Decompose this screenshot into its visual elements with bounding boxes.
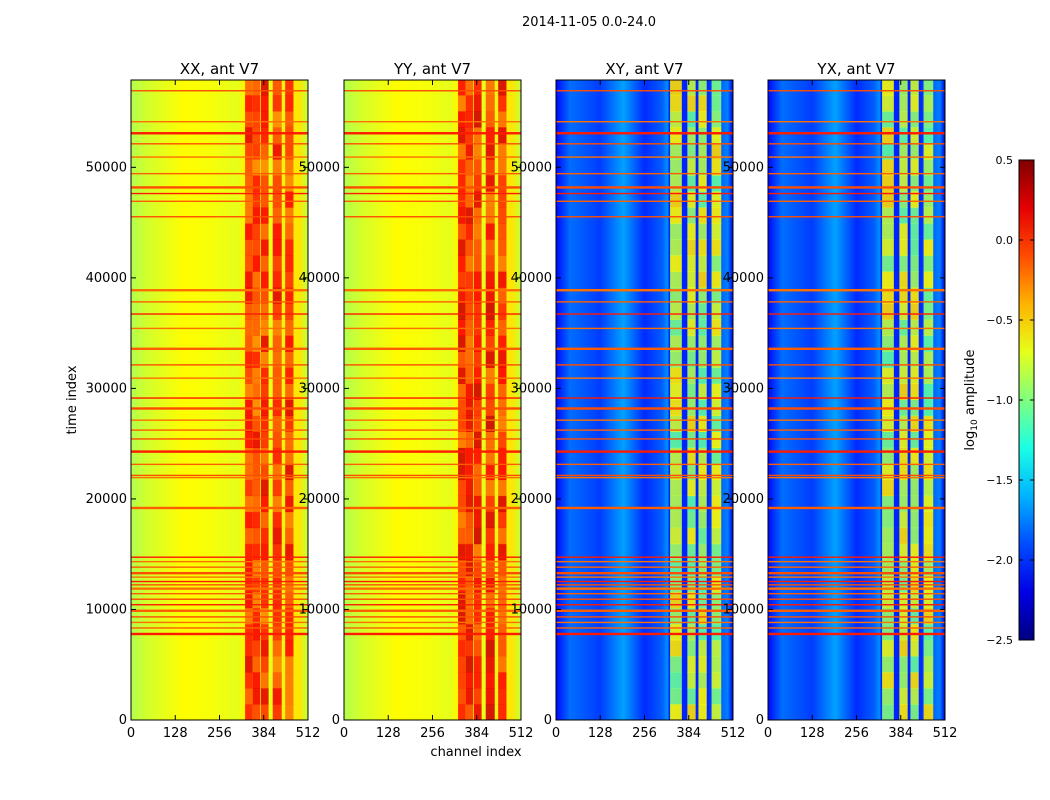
colorbar-tick-label: −2.0 bbox=[986, 554, 1013, 567]
y-tick-label: 50000 bbox=[511, 160, 552, 175]
y-tick-label: 20000 bbox=[86, 492, 127, 507]
y-tick-label: 10000 bbox=[86, 602, 127, 617]
x-tick-label: 512 bbox=[509, 726, 534, 741]
y-tick-label: 0 bbox=[332, 713, 340, 728]
x-tick-label: 384 bbox=[464, 726, 489, 741]
panel-yx: YX, ant V7 0 128 256 384 512 0 10000 20000 30000 4… bbox=[723, 60, 958, 741]
y-tick-label: 50000 bbox=[86, 160, 127, 175]
x-tick-label: 0 bbox=[552, 726, 560, 741]
panel-title: YX, ant V7 bbox=[816, 60, 895, 78]
x-tick-label: 256 bbox=[844, 726, 869, 741]
y-tick-label: 30000 bbox=[86, 381, 127, 396]
x-tick-label: 512 bbox=[933, 726, 958, 741]
panel-title: YY, ant V7 bbox=[393, 60, 471, 78]
x-tick-label: 256 bbox=[632, 726, 657, 741]
y-tick-label: 50000 bbox=[723, 160, 764, 175]
x-tick-label: 256 bbox=[207, 726, 232, 741]
x-tick-label: 128 bbox=[800, 726, 825, 741]
panel-title: XY, ant V7 bbox=[605, 60, 683, 78]
x-tick-label: 128 bbox=[376, 726, 401, 741]
panel-yy: YY, ant V7 0 128 256 384 512 0 10000 20000 30000 4… bbox=[299, 60, 534, 741]
panel-xy: XY, ant V7 0 128 256 384 512 0 10000 20000 30000 4… bbox=[511, 60, 746, 741]
colorbar-tick-label: −0.5 bbox=[986, 314, 1013, 327]
y-tick-label: 40000 bbox=[723, 271, 764, 286]
x-tick-label: 128 bbox=[163, 726, 188, 741]
y-tick-label: 0 bbox=[544, 713, 552, 728]
y-tick-label: 40000 bbox=[86, 271, 127, 286]
x-tick-label: 384 bbox=[251, 726, 276, 741]
y-tick-label: 20000 bbox=[723, 492, 764, 507]
y-tick-label: 0 bbox=[756, 713, 764, 728]
x-tick-label: 0 bbox=[764, 726, 772, 741]
colorbar-label-subscript: 10 bbox=[970, 419, 980, 431]
y-tick-label: 10000 bbox=[299, 602, 340, 617]
y-tick-label: 20000 bbox=[511, 492, 552, 507]
heatmap-image bbox=[344, 80, 521, 720]
colorbar-tick-label: 0.0 bbox=[996, 234, 1014, 247]
figure-suptitle: 2014-11-05 0.0-24.0 bbox=[522, 15, 656, 30]
x-axis-label: channel index bbox=[430, 745, 521, 760]
panel-title: XX, ant V7 bbox=[180, 60, 259, 78]
x-tick-label: 512 bbox=[296, 726, 321, 741]
colorbar-label-prefix: log bbox=[963, 431, 978, 451]
y-tick-label: 30000 bbox=[299, 381, 340, 396]
colorbar-tick-label: −2.5 bbox=[986, 634, 1013, 647]
x-tick-label: 0 bbox=[127, 726, 135, 741]
heatmap-image bbox=[768, 80, 945, 720]
panels-group: XX, ant V7 0 128 256 384 512 0 10000 20000 30000 4… bbox=[86, 60, 958, 741]
y-tick-label: 20000 bbox=[299, 492, 340, 507]
colorbar: 0.5 0.0 −0.5 −1.0 −1.5 −2.0 −2.5 bbox=[986, 154, 1035, 647]
panel-xx: XX, ant V7 0 128 256 384 512 0 10000 20000 30000 4… bbox=[86, 60, 321, 741]
y-tick-label: 40000 bbox=[511, 271, 552, 286]
colorbar-label-suffix: amplitude bbox=[963, 349, 978, 419]
y-tick-label: 0 bbox=[119, 713, 127, 728]
x-tick-label: 384 bbox=[676, 726, 701, 741]
colorbar-label: log10 amplitude bbox=[963, 349, 980, 450]
heatmap-image bbox=[556, 80, 733, 720]
y-tick-label: 10000 bbox=[511, 602, 552, 617]
y-axis-label: time index bbox=[65, 365, 80, 434]
x-tick-label: 384 bbox=[888, 726, 913, 741]
y-tick-label: 40000 bbox=[299, 271, 340, 286]
colorbar-tick-label: −1.0 bbox=[986, 394, 1013, 407]
y-tick-label: 30000 bbox=[511, 381, 552, 396]
x-tick-label: 128 bbox=[588, 726, 613, 741]
y-tick-label: 10000 bbox=[723, 602, 764, 617]
colorbar-tick-label: 0.5 bbox=[996, 154, 1014, 167]
heatmap-image bbox=[131, 80, 308, 720]
colorbar-tick-label: −1.5 bbox=[986, 474, 1013, 487]
y-tick-label: 30000 bbox=[723, 381, 764, 396]
x-tick-label: 256 bbox=[420, 726, 445, 741]
x-tick-label: 512 bbox=[721, 726, 746, 741]
y-tick-label: 50000 bbox=[299, 160, 340, 175]
x-tick-label: 0 bbox=[340, 726, 348, 741]
